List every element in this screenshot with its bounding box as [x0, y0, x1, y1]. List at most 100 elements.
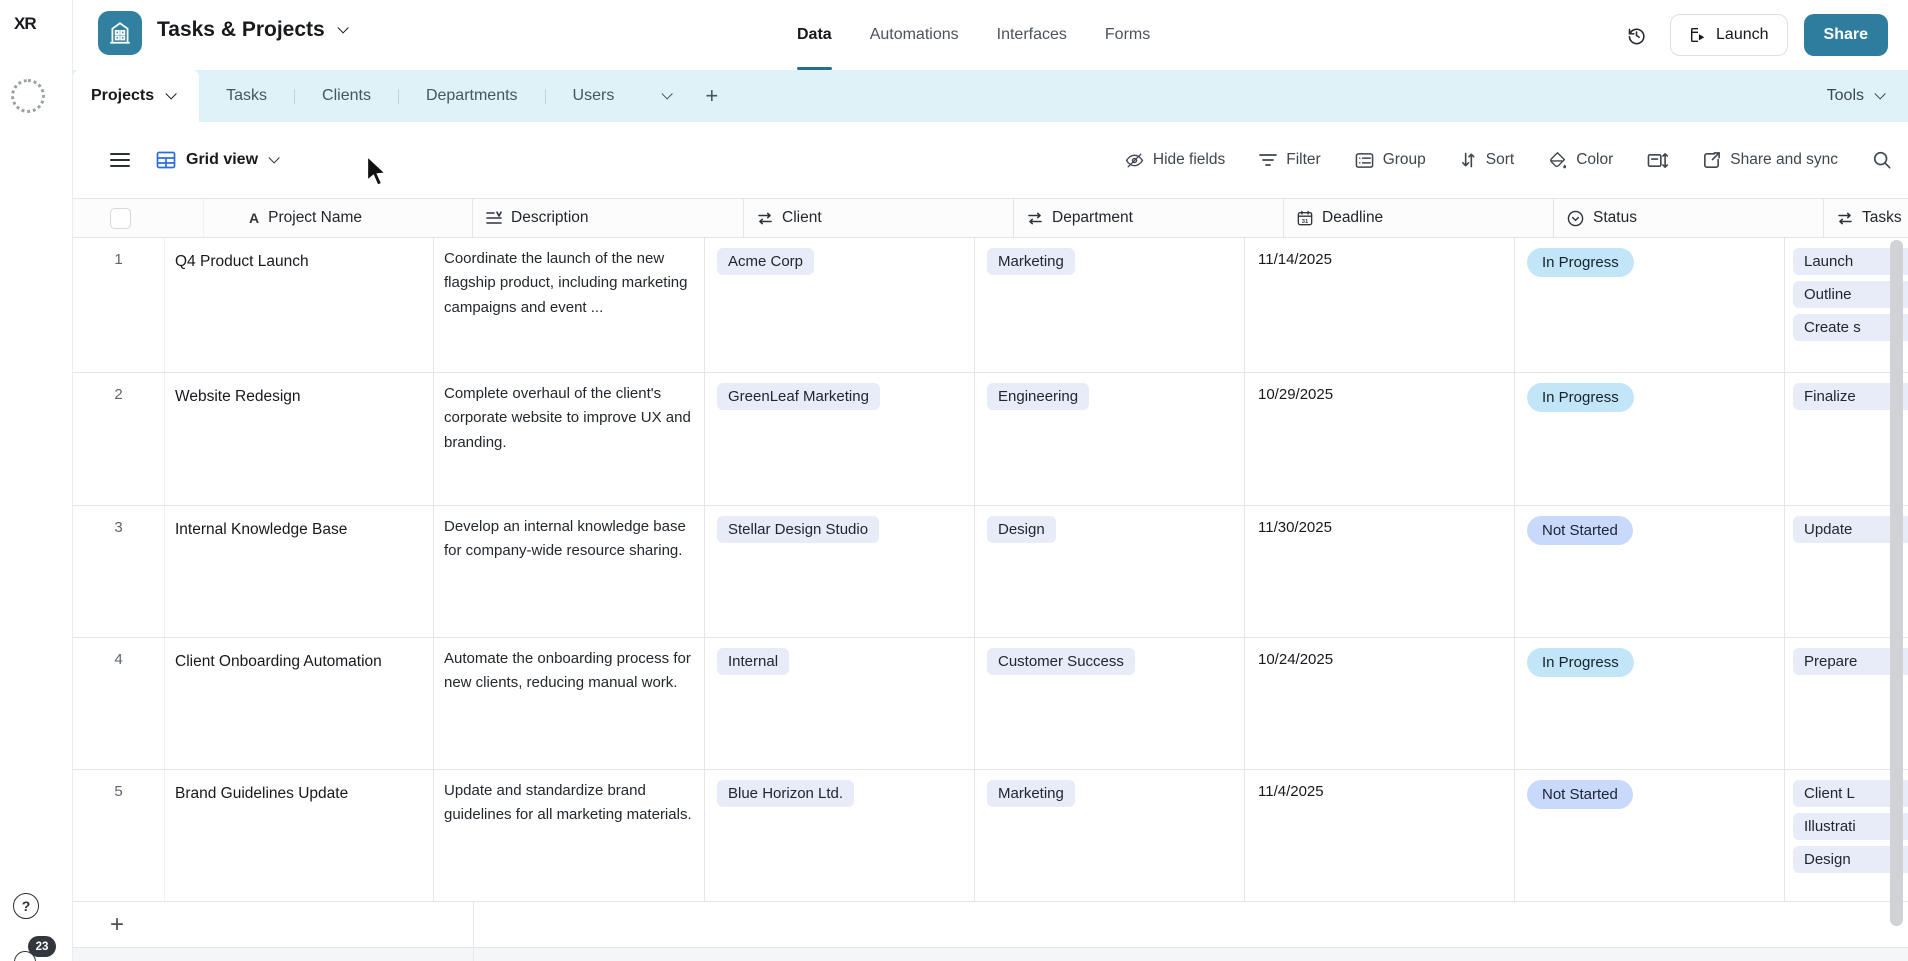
column-header-tasks[interactable]: Tasks [1824, 199, 1908, 237]
cell-project-name[interactable]: Website Redesign [165, 373, 434, 505]
cell-department[interactable]: Engineering [975, 373, 1245, 505]
launch-button[interactable]: Launch [1670, 14, 1788, 56]
grid-view-switcher[interactable]: Grid view [156, 150, 280, 170]
cell-tasks[interactable]: Launch Outline Create s [1785, 238, 1908, 372]
column-header-description[interactable]: Description [473, 199, 744, 237]
row-number[interactable]: 5 [73, 770, 165, 901]
cell-department[interactable]: Marketing [975, 770, 1245, 901]
task-chip[interactable]: Finalize [1793, 383, 1908, 410]
task-chip[interactable]: Prepare [1793, 648, 1908, 675]
cell-description[interactable]: Coordinate the launch of the new flagshi… [434, 238, 705, 372]
linked-record-chip[interactable]: Acme Corp [717, 248, 815, 275]
linked-record-chip[interactable]: Marketing [987, 780, 1075, 807]
task-chip[interactable]: Create s [1793, 314, 1908, 341]
row-number[interactable]: 4 [73, 638, 165, 769]
cell-client[interactable]: GreenLeaf Marketing [705, 373, 975, 505]
tab-tasks[interactable]: Tasks [226, 87, 268, 104]
cell-project-name[interactable]: Q4 Product Launch [165, 238, 434, 372]
base-icon[interactable] [98, 11, 142, 55]
cell-department[interactable]: Design [975, 506, 1245, 637]
notification-badge[interactable]: 23 [28, 936, 56, 957]
history-button[interactable] [1618, 17, 1654, 53]
share-and-sync-button[interactable]: Share and sync [1702, 151, 1838, 170]
cell-description[interactable]: Update and standardize brand guidelines … [434, 770, 705, 901]
tab-projects-active[interactable]: Projects [73, 70, 200, 122]
search-button[interactable] [1872, 150, 1892, 170]
cell-project-name[interactable]: Internal Knowledge Base [165, 506, 434, 637]
nav-tab-interfaces[interactable]: Interfaces [996, 26, 1067, 43]
cell-project-name[interactable]: Brand Guidelines Update [165, 770, 434, 901]
linked-record-chip[interactable]: Internal [717, 648, 790, 675]
color-button[interactable]: Color [1548, 151, 1613, 170]
linked-record-chip[interactable]: Marketing [987, 248, 1075, 275]
cell-status[interactable]: In Progress [1515, 373, 1785, 505]
add-row-band[interactable]: + [73, 902, 1908, 948]
linked-record-chip[interactable]: Blue Horizon Ltd. [717, 780, 855, 807]
cell-tasks[interactable]: Finalize [1785, 373, 1908, 505]
task-chip[interactable]: Design [1793, 846, 1908, 873]
tab-departments[interactable]: Departments [425, 87, 518, 104]
nav-tab-automations[interactable]: Automations [869, 26, 959, 43]
cell-client[interactable]: Internal [705, 638, 975, 769]
cell-description[interactable]: Complete overhaul of the client's corpor… [434, 373, 705, 505]
tools-menu[interactable]: Tools [1827, 70, 1886, 122]
tab-users[interactable]: Users [572, 87, 615, 104]
row-height-button[interactable] [1647, 151, 1669, 170]
cell-description[interactable]: Develop an internal knowledge base for c… [434, 506, 705, 637]
task-chip[interactable]: Illustrati [1793, 813, 1908, 840]
select-all-checkbox[interactable] [110, 207, 131, 229]
workspace-logo[interactable]: XR [14, 14, 37, 33]
cell-status[interactable]: In Progress [1515, 638, 1785, 769]
group-button[interactable]: Group [1355, 151, 1426, 170]
more-tables-chevron[interactable] [661, 87, 674, 105]
linked-record-chip[interactable]: GreenLeaf Marketing [717, 383, 880, 410]
cell-department[interactable]: Customer Success [975, 638, 1245, 769]
linked-record-chip[interactable]: Engineering [987, 383, 1090, 410]
vertical-scrollbar[interactable] [1890, 240, 1903, 926]
tab-clients[interactable]: Clients [322, 87, 371, 104]
share-button[interactable]: Share [1803, 14, 1888, 56]
cell-status[interactable]: Not Started [1515, 770, 1785, 901]
cell-deadline[interactable]: 10/24/2025 [1245, 638, 1515, 769]
cell-client[interactable]: Blue Horizon Ltd. [705, 770, 975, 901]
sort-button[interactable]: Sort [1460, 151, 1514, 169]
column-header-department[interactable]: Department [1014, 199, 1284, 237]
cell-client[interactable]: Acme Corp [705, 238, 975, 372]
status-badge[interactable]: In Progress [1527, 248, 1634, 277]
view-sidebar-toggle[interactable] [110, 152, 130, 168]
task-chip[interactable]: Client L [1793, 780, 1908, 807]
header-select-all[interactable] [73, 199, 204, 237]
cell-client[interactable]: Stellar Design Studio [705, 506, 975, 637]
nav-tab-data[interactable]: Data [797, 0, 832, 70]
row-number[interactable]: 2 [73, 373, 165, 505]
cell-description[interactable]: Automate the onboarding process for new … [434, 638, 705, 769]
status-badge[interactable]: In Progress [1527, 648, 1634, 677]
hide-fields-button[interactable]: Hide fields [1125, 151, 1225, 170]
cell-status[interactable]: In Progress [1515, 238, 1785, 372]
cell-tasks[interactable]: Prepare [1785, 638, 1908, 769]
filter-button[interactable]: Filter [1259, 151, 1321, 169]
cell-deadline[interactable]: 11/30/2025 [1245, 506, 1515, 637]
task-chip[interactable]: Outline [1793, 281, 1908, 308]
cell-tasks[interactable]: Client L Illustrati Design [1785, 770, 1908, 901]
row-number[interactable]: 3 [73, 506, 165, 637]
column-header-deadline[interactable]: 31 Deadline [1284, 199, 1554, 237]
help-button[interactable]: ? [13, 893, 39, 919]
status-badge[interactable]: In Progress [1527, 383, 1634, 412]
cell-department[interactable]: Marketing [975, 238, 1245, 372]
add-record-button[interactable]: + [110, 911, 125, 938]
cell-deadline[interactable]: 11/14/2025 [1245, 238, 1515, 372]
cell-deadline[interactable]: 10/29/2025 [1245, 373, 1515, 505]
column-header-project-name[interactable]: A Project Name [204, 199, 473, 237]
cell-project-name[interactable]: Client Onboarding Automation [165, 638, 434, 769]
row-number[interactable]: 1 [73, 238, 165, 372]
task-chip[interactable]: Launch [1793, 248, 1908, 275]
linked-record-chip[interactable]: Stellar Design Studio [717, 516, 880, 543]
linked-record-chip[interactable]: Design [987, 516, 1056, 543]
status-badge[interactable]: Not Started [1527, 516, 1633, 545]
base-title-row[interactable]: Tasks & Projects [157, 18, 349, 42]
add-table-button[interactable]: + [705, 83, 719, 108]
task-chip[interactable]: Update [1793, 516, 1908, 543]
nav-tab-forms[interactable]: Forms [1104, 26, 1151, 43]
column-header-status[interactable]: Status [1554, 199, 1824, 237]
